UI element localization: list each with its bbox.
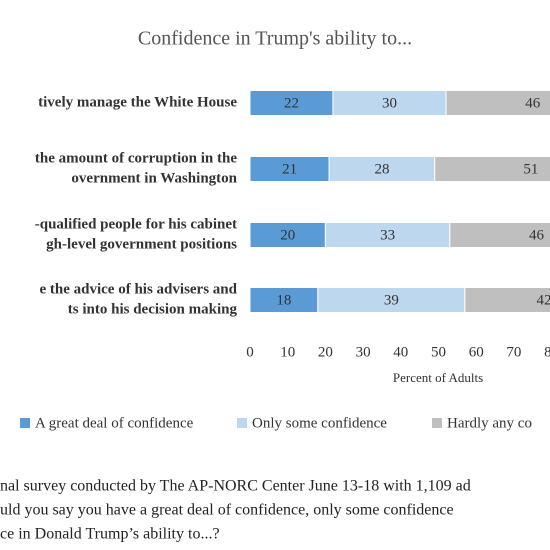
bar-segment bbox=[249, 156, 330, 182]
footnote: ce in Donald Trump’s ability to...? bbox=[0, 526, 220, 543]
category-label: gh-level government positions bbox=[46, 236, 237, 252]
footnote: nal survey conducted by The AP-NORC Cent… bbox=[0, 478, 471, 495]
value-label: 42 bbox=[537, 292, 550, 308]
value-label: 33 bbox=[380, 227, 395, 243]
legend-label: Hardly any co bbox=[447, 415, 532, 431]
x-tick-label: 50 bbox=[431, 344, 446, 360]
x-tick-label: 40 bbox=[393, 344, 408, 360]
value-label: 51 bbox=[523, 161, 538, 177]
value-label: 21 bbox=[282, 161, 297, 177]
value-label: 39 bbox=[384, 292, 399, 308]
x-tick-label: 60 bbox=[469, 344, 484, 360]
legend-swatch bbox=[237, 418, 247, 428]
x-tick-label: 0 bbox=[246, 344, 254, 360]
legend-label: A great deal of confidence bbox=[35, 415, 194, 431]
bar-segment bbox=[249, 287, 319, 313]
x-tick-label: 70 bbox=[506, 344, 521, 360]
bar-segment bbox=[464, 287, 550, 313]
value-label: 18 bbox=[276, 292, 291, 308]
x-tick-label: 10 bbox=[280, 344, 295, 360]
bar-segment bbox=[328, 156, 436, 182]
x-tick-label: 20 bbox=[318, 344, 333, 360]
x-axis-label: Percent of Adults bbox=[393, 370, 483, 385]
bar-segment bbox=[332, 90, 447, 116]
bar-segment bbox=[449, 222, 550, 248]
legend-swatch bbox=[20, 418, 30, 428]
footnote: uld you say you have a great deal of con… bbox=[0, 502, 454, 519]
category-label: overnment in Washington bbox=[71, 170, 237, 186]
x-tick-label: 80 bbox=[544, 344, 550, 360]
x-tick-label: 30 bbox=[356, 344, 371, 360]
bar-segment bbox=[324, 222, 451, 248]
value-label: 46 bbox=[529, 227, 545, 243]
category-label: tively manage the White House bbox=[38, 94, 237, 110]
category-label: the amount of corruption in the bbox=[35, 150, 237, 166]
bar-segment bbox=[445, 90, 550, 116]
value-label: 20 bbox=[280, 227, 295, 243]
chart-title: Confidence in Trump's ability to... bbox=[138, 28, 412, 50]
value-label: 46 bbox=[525, 95, 541, 111]
bar-segment bbox=[249, 90, 334, 116]
value-label: 30 bbox=[382, 95, 397, 111]
category-label: e the advice of his advisers and bbox=[39, 281, 237, 297]
bar-segment bbox=[434, 156, 550, 182]
category-label: ts into his decision making bbox=[68, 301, 238, 317]
value-label: 22 bbox=[284, 95, 299, 111]
legend-swatch bbox=[432, 418, 442, 428]
value-label: 28 bbox=[374, 161, 389, 177]
category-label: -qualified people for his cabinet bbox=[35, 216, 237, 232]
legend-label: Only some confidence bbox=[252, 415, 387, 431]
